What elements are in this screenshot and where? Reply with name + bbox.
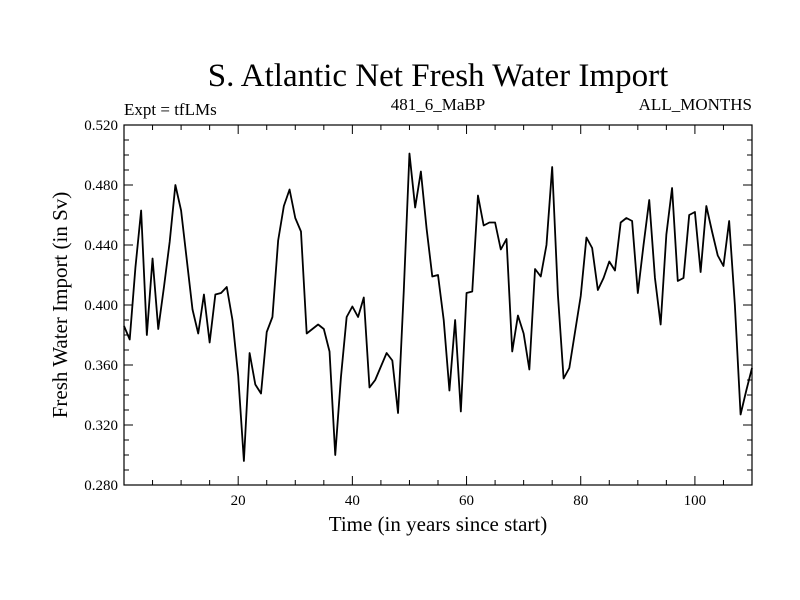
y-axis-label: Fresh Water Import (in Sv) [48,192,72,419]
months-label: ALL_MONTHS [639,95,752,114]
chart-title: S. Atlantic Net Fresh Water Import [208,58,669,94]
y-tick-labels: 0.280 0.320 0.360 0.400 0.440 0.480 0.520 [84,118,118,494]
y-tick-label: 0.480 [84,178,118,194]
axis-ticks [123,124,753,486]
x-tick-label: 20 [231,493,246,509]
x-tick-label: 60 [459,493,474,509]
y-tick-label: 0.400 [84,298,118,314]
experiment-label: Expt = tfLMs [124,100,217,119]
x-axis-label: Time (in years since start) [329,512,548,536]
y-tick-label: 0.320 [84,418,118,434]
x-tick-labels: 20 40 60 80 100 [231,493,706,509]
y-tick-label: 0.520 [84,118,118,134]
x-tick-label: 80 [573,493,588,509]
y-tick-label: 0.440 [84,238,118,254]
run-id-label: 481_6_MaBP [391,95,485,114]
y-tick-label: 0.360 [84,358,118,374]
x-tick-label: 100 [684,493,707,509]
x-tick-label: 40 [345,493,360,509]
y-tick-label: 0.280 [84,478,118,494]
series-line [123,152,753,462]
